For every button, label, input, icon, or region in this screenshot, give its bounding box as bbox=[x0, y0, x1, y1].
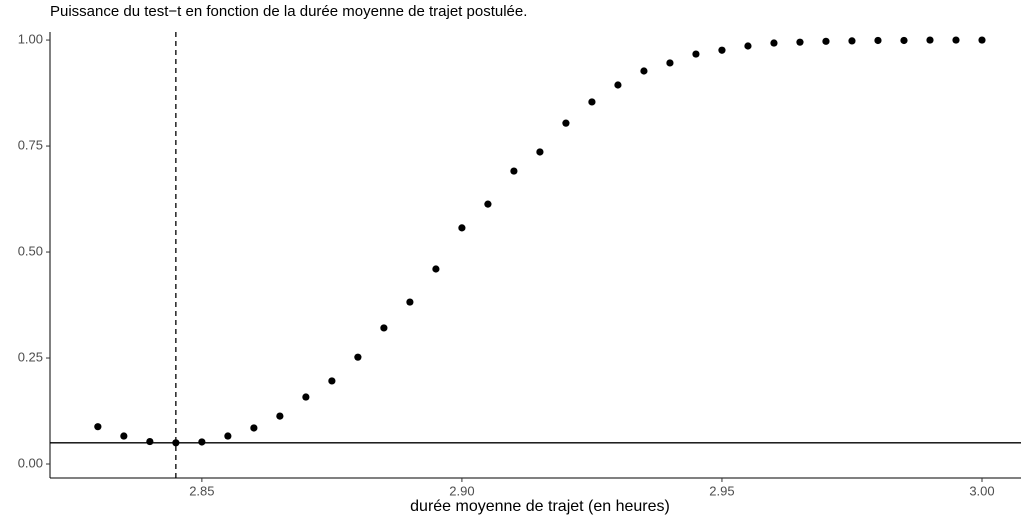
point bbox=[874, 36, 882, 45]
point bbox=[172, 439, 180, 447]
point bbox=[926, 36, 934, 44]
point bbox=[588, 98, 596, 106]
point bbox=[146, 437, 154, 446]
point bbox=[978, 36, 986, 44]
y-tick-label: 0.50 bbox=[18, 243, 43, 258]
y-tick-label: 0.25 bbox=[18, 349, 43, 364]
point bbox=[380, 324, 388, 332]
x-tick-label: 2.90 bbox=[449, 483, 474, 498]
point bbox=[432, 265, 440, 273]
point bbox=[614, 81, 622, 89]
point bbox=[666, 59, 674, 67]
point bbox=[276, 412, 284, 420]
x-axis-label: durée moyenne de trajet (en heures) bbox=[410, 498, 670, 515]
point bbox=[406, 298, 414, 306]
point bbox=[744, 42, 752, 50]
point bbox=[250, 424, 258, 432]
point bbox=[354, 353, 362, 361]
point bbox=[822, 37, 830, 45]
x-tick-label: 2.95 bbox=[709, 483, 734, 498]
point bbox=[640, 67, 648, 75]
point bbox=[952, 36, 960, 44]
point bbox=[536, 148, 544, 156]
point bbox=[198, 438, 206, 446]
point bbox=[302, 393, 310, 401]
x-tick-label: 2.85 bbox=[189, 483, 214, 498]
y-tick-label: 1.00 bbox=[18, 31, 43, 46]
y-tick-label: 0.75 bbox=[18, 137, 43, 152]
chart-title: Puissance du test−t en fonction de la du… bbox=[50, 3, 527, 20]
x-tick-label: 3.00 bbox=[969, 483, 994, 498]
y-tick-label: 0.00 bbox=[18, 455, 43, 470]
point bbox=[692, 50, 700, 58]
point bbox=[224, 432, 232, 440]
point bbox=[94, 423, 102, 431]
point bbox=[900, 36, 908, 45]
point bbox=[562, 119, 570, 127]
point bbox=[770, 39, 778, 47]
point bbox=[848, 37, 856, 45]
point bbox=[510, 167, 518, 175]
point bbox=[484, 200, 492, 208]
point bbox=[718, 46, 726, 54]
point bbox=[458, 224, 466, 232]
point bbox=[796, 38, 804, 46]
point bbox=[328, 377, 336, 385]
point bbox=[120, 432, 128, 440]
